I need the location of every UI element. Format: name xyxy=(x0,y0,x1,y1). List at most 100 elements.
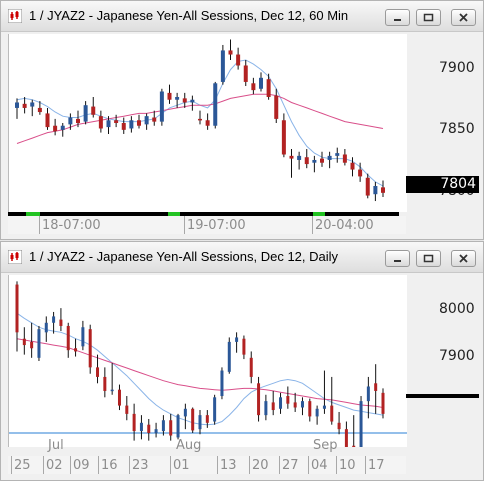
month-label: Aug xyxy=(176,438,202,453)
candle-body xyxy=(147,424,151,433)
candle-body xyxy=(137,120,141,126)
candle-body xyxy=(257,383,261,416)
axis-separator xyxy=(98,456,99,474)
axis-separator xyxy=(365,456,366,474)
month-label: Jul xyxy=(48,438,64,453)
candle-body xyxy=(198,415,202,430)
candle-body xyxy=(315,408,319,417)
candle-body xyxy=(286,396,290,404)
daily-chart-window: 1 / JYAZ2 - Japanese Yen-All Sessions, D… xyxy=(0,241,484,481)
candle-body xyxy=(312,159,317,163)
candle-body xyxy=(182,98,187,103)
session-segment xyxy=(168,212,180,216)
date-axis-label: 20 xyxy=(252,458,269,473)
candle-body xyxy=(121,123,126,130)
candle-body xyxy=(251,83,256,91)
time-axis-label: 20-04:00 xyxy=(315,218,374,233)
axis-separator xyxy=(43,456,44,474)
axis-separator xyxy=(11,456,12,474)
candle-body xyxy=(60,125,65,130)
candle-body xyxy=(176,415,180,438)
candle-body xyxy=(167,92,172,100)
date-axis-label: 01 xyxy=(173,458,190,473)
candle-body xyxy=(249,357,253,377)
candle-body xyxy=(300,401,304,408)
candle-body xyxy=(350,162,355,170)
candle-body xyxy=(45,113,50,128)
candle-body xyxy=(289,155,294,159)
candle-body xyxy=(335,153,340,156)
candle-body xyxy=(175,96,180,100)
hourly-chart-window: 1 / JYAZ2 - Japanese Yen-All Sessions, D… xyxy=(0,0,484,240)
candle-body xyxy=(30,341,34,349)
candle-body xyxy=(132,413,136,432)
candle-body xyxy=(330,405,334,422)
candle-body xyxy=(66,325,70,351)
time-axis-label: 18-07:00 xyxy=(42,218,101,233)
candle-body xyxy=(37,107,42,113)
window-titlebar[interactable]: 1 / JYAZ2 - Japanese Yen-All Sessions, D… xyxy=(1,242,483,273)
axis-separator xyxy=(70,456,71,474)
price-tick-label: 8000 xyxy=(439,301,475,317)
candle-body xyxy=(281,120,286,155)
candle-body xyxy=(365,177,370,196)
candle-body xyxy=(139,422,143,432)
candle-body xyxy=(293,402,297,408)
candle-body xyxy=(359,401,363,459)
chart-app-icon xyxy=(8,9,22,23)
slow-moving-average-line xyxy=(16,338,384,408)
candle-body xyxy=(227,341,231,372)
maximize-icon xyxy=(423,13,434,22)
window-titlebar[interactable]: 1 / JYAZ2 - Japanese Yen-All Sessions, D… xyxy=(1,1,483,32)
date-axis-label: 16 xyxy=(101,458,118,473)
session-strip xyxy=(8,212,399,216)
close-button[interactable] xyxy=(451,9,476,26)
candle-body xyxy=(259,77,263,89)
candle-body xyxy=(205,415,209,423)
maximize-icon xyxy=(423,254,434,263)
candle-body xyxy=(117,389,121,406)
price-tick-label: 7900 xyxy=(439,348,475,364)
candle-body xyxy=(344,429,348,447)
candle-body xyxy=(228,50,233,55)
candle-body xyxy=(235,337,239,342)
candle-body xyxy=(366,386,370,402)
window-title: 1 / JYAZ2 - Japanese Yen-All Sessions, D… xyxy=(29,8,349,23)
candle-body xyxy=(213,83,218,126)
maximize-button[interactable] xyxy=(416,250,441,267)
close-icon xyxy=(459,254,468,263)
candle-body xyxy=(22,103,27,108)
daily-date-axis: 25 02 09 16 23 01 13 20 27 04 10 17 xyxy=(8,456,406,474)
candle-body xyxy=(337,422,341,430)
candle-body xyxy=(220,370,224,397)
candle-body xyxy=(373,185,378,195)
candle-body xyxy=(213,397,217,422)
date-axis-label: 27 xyxy=(282,458,299,473)
candle-body xyxy=(198,118,202,121)
candle-body xyxy=(297,155,302,160)
candle-body xyxy=(52,316,56,323)
price-tick-label: 7900 xyxy=(439,60,475,76)
candle-body xyxy=(15,102,19,108)
candle-body xyxy=(44,322,48,333)
close-icon xyxy=(459,13,468,22)
candle-body xyxy=(308,401,312,417)
session-segment xyxy=(26,212,40,216)
hourly-plot-area[interactable] xyxy=(8,34,407,212)
fast-moving-average-line xyxy=(16,312,384,426)
hourly-time-axis: 18-07:00 19-07:00 20-04:00 xyxy=(8,216,406,234)
candle-body xyxy=(88,329,92,368)
axis-separator xyxy=(308,456,309,474)
candle-body xyxy=(169,420,173,436)
axis-separator xyxy=(39,216,40,234)
daily-plot-area[interactable] xyxy=(8,275,407,481)
minimize-button[interactable] xyxy=(385,9,410,26)
candle-body xyxy=(152,117,157,122)
maximize-button[interactable] xyxy=(416,9,441,26)
close-button[interactable] xyxy=(451,250,476,267)
candle-body xyxy=(106,120,111,128)
time-axis-label: 19-07:00 xyxy=(187,218,246,233)
hourly-candlestick-chart xyxy=(15,39,385,202)
candle-body xyxy=(114,120,119,123)
minimize-button[interactable] xyxy=(385,250,410,267)
